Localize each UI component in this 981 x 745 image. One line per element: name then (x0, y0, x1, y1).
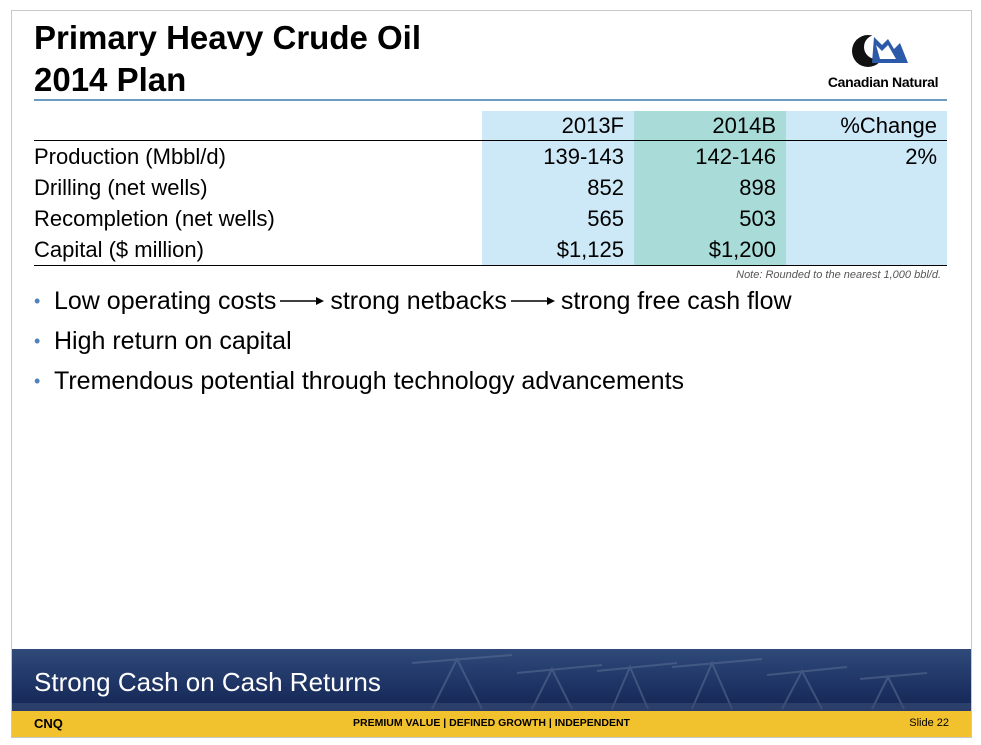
bullet-dot-icon: • (34, 371, 41, 391)
cell-2013f: 565 (482, 203, 634, 234)
company-logo: Canadian Natural (810, 25, 956, 95)
bullet-text-part2: strong netbacks (330, 287, 507, 315)
title-line-2: 2014 Plan (34, 61, 187, 98)
bullet-list: • Low operating costs strong netbacks st… (34, 281, 792, 401)
cell-2014b: 898 (634, 172, 786, 203)
bullet-text-part1: Low operating costs (54, 287, 277, 315)
title-divider (34, 99, 947, 101)
cell-2013f: $1,125 (482, 234, 634, 266)
bullet-item: • High return on capital (34, 321, 792, 361)
cell-2014b: $1,200 (634, 234, 786, 266)
logo-mark-icon (852, 35, 908, 67)
banner-headline: Strong Cash on Cash Returns (34, 667, 381, 697)
bullet-text: High return on capital (54, 327, 292, 355)
footer-ticker: CNQ (34, 716, 63, 731)
cell-2014b: 503 (634, 203, 786, 234)
footer-tagline: PREMIUM VALUE | DEFINED GROWTH | INDEPEN… (353, 717, 630, 729)
footer-bar: CNQ PREMIUM VALUE | DEFINED GROWTH | IND… (12, 711, 971, 737)
cell-change (786, 203, 947, 234)
header-2013f: 2013F (482, 111, 634, 141)
table-row: Production (Mbbl/d) 139-143 142-146 2% (34, 140, 947, 172)
row-label: Drilling (net wells) (34, 175, 208, 200)
pumpjack-silhouette-icon (12, 654, 971, 711)
table-row: Recompletion (net wells) 565 503 (34, 203, 947, 234)
header-change: %Change (786, 111, 947, 141)
header-2014b: 2014B (634, 111, 786, 141)
bullet-text-part3: strong free cash flow (560, 287, 792, 315)
row-label: Recompletion (net wells) (34, 206, 275, 231)
cell-change (786, 234, 947, 266)
arrow-right-icon (280, 297, 325, 305)
slide-title: Primary Heavy Crude Oil 2014 Plan (34, 17, 421, 101)
bullet-text: Tremendous potential through technology … (54, 367, 685, 395)
table-row: Capital ($ million) $1,125 $1,200 (34, 234, 947, 266)
bullet-dot-icon: • (34, 291, 41, 311)
cell-2014b: 142-146 (634, 140, 786, 172)
row-label: Capital ($ million) (34, 234, 482, 266)
arrow-right-icon (510, 297, 555, 305)
logo-wordmark: Canadian Natural (827, 74, 939, 90)
cell-change (786, 172, 947, 203)
header-cell-blank (34, 111, 482, 141)
table-row: Drilling (net wells) 852 898 (34, 172, 947, 203)
cell-2013f: 139-143 (482, 140, 634, 172)
table-header-row: 2013F 2014B %Change (34, 111, 947, 141)
bullet-item: • Tremendous potential through technolog… (34, 361, 792, 401)
table-note: Note: Rounded to the nearest 1,000 bbl/d… (736, 269, 941, 281)
slide-number: Slide 22 (909, 717, 949, 729)
plan-table: 2013F 2014B %Change Production (Mbbl/d) … (34, 111, 947, 266)
bullet-dot-icon: • (34, 331, 41, 351)
slide: Primary Heavy Crude Oil 2014 Plan Canadi… (11, 10, 972, 738)
row-label: Production (Mbbl/d) (34, 144, 226, 169)
footer-banner: Strong Cash on Cash Returns (12, 649, 971, 711)
title-line-1: Primary Heavy Crude Oil (34, 19, 422, 56)
bullet-item: • Low operating costs strong netbacks st… (34, 281, 792, 321)
cell-change: 2% (786, 140, 947, 172)
cell-2013f: 852 (482, 172, 634, 203)
